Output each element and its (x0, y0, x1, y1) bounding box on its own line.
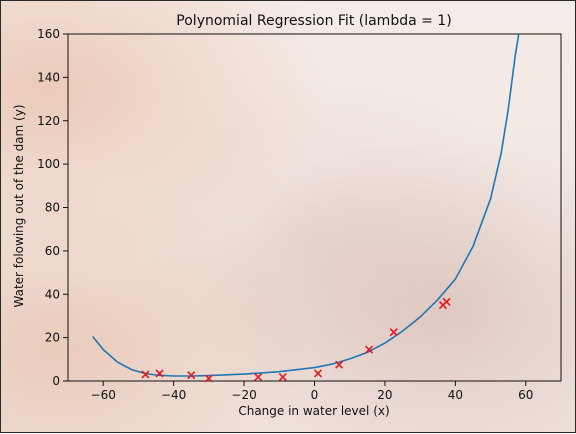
data-point-stroke (365, 345, 374, 354)
data-point-stroke (278, 373, 287, 382)
data-point (313, 369, 323, 378)
fit-curve (92, 34, 520, 377)
x-tick-label: −40 (161, 388, 186, 402)
data-point-stroke (187, 371, 196, 380)
data-point (155, 369, 164, 378)
y-tick-label: 20 (45, 331, 60, 345)
data-point-stroke (204, 374, 213, 383)
data-point-stroke (442, 297, 451, 306)
y-tick-label: 40 (45, 287, 60, 301)
y-tick-label: 80 (45, 201, 60, 215)
x-tick-label: 60 (518, 388, 533, 402)
data-point (254, 373, 263, 382)
data-point (187, 371, 196, 380)
y-tick-label: 100 (37, 157, 60, 171)
data-point-stroke (141, 370, 150, 379)
y-tick-label: 120 (37, 114, 60, 128)
data-point (141, 370, 150, 379)
data-point-stroke (155, 369, 164, 378)
y-tick-label: 140 (37, 70, 60, 84)
x-tick-label: −60 (91, 388, 116, 402)
y-tick-label: 160 (37, 27, 60, 41)
x-axis-label: Change in water level (x) (238, 404, 389, 418)
x-tick-label: 40 (448, 388, 463, 402)
x-tick-label: −20 (231, 388, 256, 402)
y-axis-label: Water folowing out of the dam (y) (12, 104, 26, 307)
data-point (442, 297, 451, 306)
data-point-stroke (313, 369, 323, 378)
y-tick-label: 60 (45, 244, 60, 258)
y-tick-label: 0 (52, 374, 60, 388)
data-point-stroke (254, 373, 263, 382)
data-point (365, 345, 374, 354)
series-layer (92, 34, 520, 383)
data-point (335, 360, 344, 369)
data-point (204, 374, 213, 383)
axis-ticks: −60 −40 −20 0 20 40 60 0 20 40 60 80 100 120 140 160 (37, 27, 533, 402)
data-point (389, 328, 398, 337)
data-point-stroke (335, 360, 344, 369)
data-point (278, 373, 287, 382)
chart-title: Polynomial Regression Fit (lambda = 1) (176, 13, 451, 29)
x-tick-label: 20 (377, 388, 392, 402)
x-tick-label: 0 (311, 388, 319, 402)
data-point-stroke (389, 328, 398, 337)
